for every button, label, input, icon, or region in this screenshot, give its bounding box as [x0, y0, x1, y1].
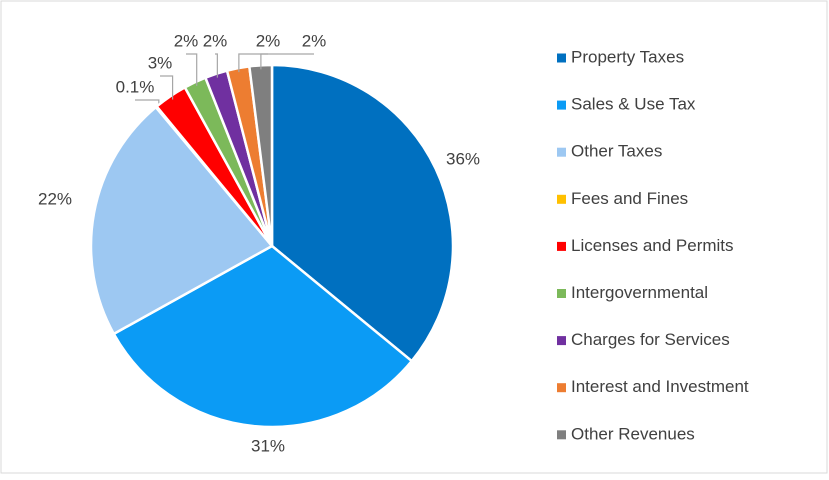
legend-label: Fees and Fines — [571, 189, 688, 208]
pie-slice — [89, 105, 274, 336]
legend-swatch — [557, 336, 566, 346]
legend-label: Interest and Investment — [571, 377, 749, 396]
leader-line — [260, 53, 314, 70]
pie-slice — [270, 63, 455, 363]
leader-line — [186, 53, 198, 86]
legend-swatch — [557, 241, 566, 251]
legend-swatch — [557, 147, 566, 157]
legend-label: Other Taxes — [571, 142, 662, 161]
data-label: 31% — [251, 436, 285, 455]
data-label: 2% — [256, 31, 281, 50]
legend-label: Intergovernmental — [571, 283, 708, 302]
legend-swatch — [557, 53, 566, 63]
legend-swatch — [557, 100, 566, 110]
data-label: 2% — [203, 31, 228, 50]
legend-swatch — [557, 383, 566, 393]
leader-line — [160, 75, 174, 100]
data-label: 2% — [174, 31, 199, 50]
data-label: 3% — [148, 53, 173, 72]
legend-label: Other Revenues — [571, 424, 695, 443]
legend-label: Property Taxes — [571, 47, 684, 66]
data-label: 0.1% — [116, 77, 155, 96]
legend-swatch — [557, 289, 566, 298]
leader-line — [238, 53, 268, 73]
legend-label: Licenses and Permits — [571, 236, 734, 255]
legend-label: Charges for Services — [571, 330, 730, 349]
data-label: 36% — [446, 149, 480, 168]
legend-swatch — [557, 194, 566, 204]
legend-swatch — [557, 430, 566, 440]
data-label: 2% — [302, 31, 327, 50]
data-label: 22% — [38, 189, 72, 208]
pie-slice — [112, 244, 414, 429]
legend-label: Sales & Use Tax — [571, 95, 696, 114]
leader-line — [215, 53, 218, 78]
